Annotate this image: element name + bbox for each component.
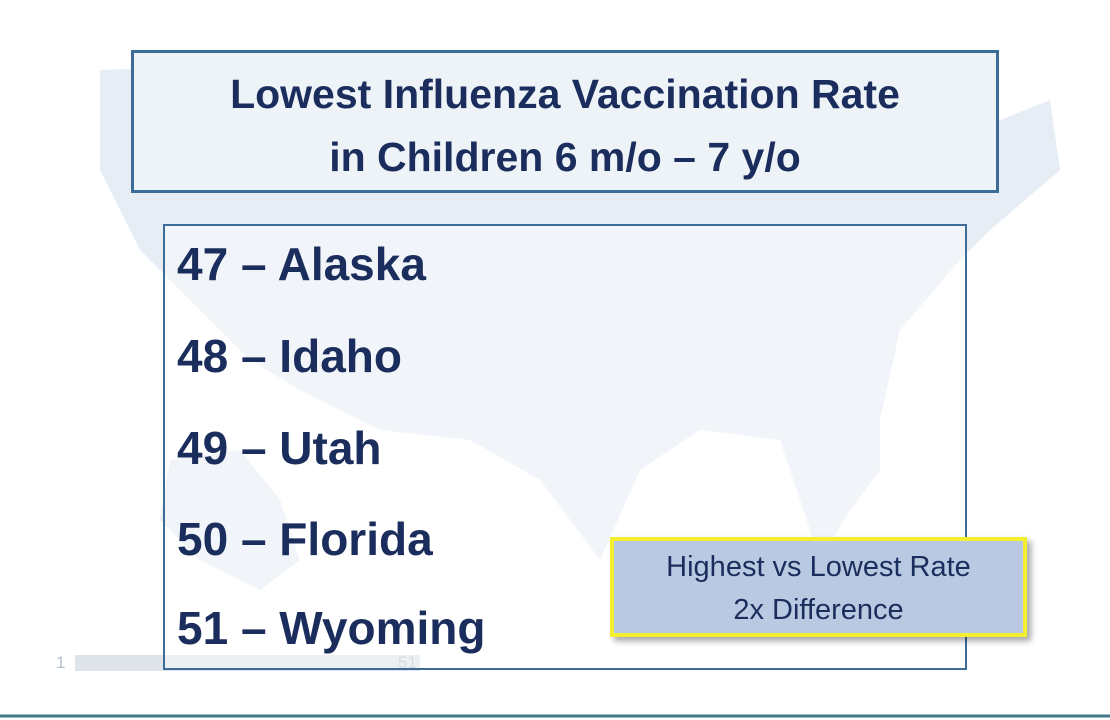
list-item: 50 – Florida: [177, 513, 433, 565]
list-item: 47 – Alaska: [177, 238, 426, 290]
title-box: Lowest Influenza Vaccination Rate in Chi…: [131, 50, 999, 193]
callout: Highest vs Lowest Rate 2x Difference: [610, 537, 1027, 637]
title-line: in Children 6 m/o – 7 y/o: [329, 134, 801, 180]
legend-low: 1: [56, 653, 66, 672]
list-item: 49 – Utah: [177, 422, 382, 474]
legend-high: 51: [398, 653, 417, 672]
callout-line: Highest vs Lowest Rate: [666, 551, 971, 583]
callout-line: 2x Difference: [733, 594, 904, 626]
list-item: 51 – Wyoming: [177, 602, 486, 654]
list-item: 48 – Idaho: [177, 330, 402, 382]
title-line: Lowest Influenza Vaccination Rate: [230, 71, 900, 117]
